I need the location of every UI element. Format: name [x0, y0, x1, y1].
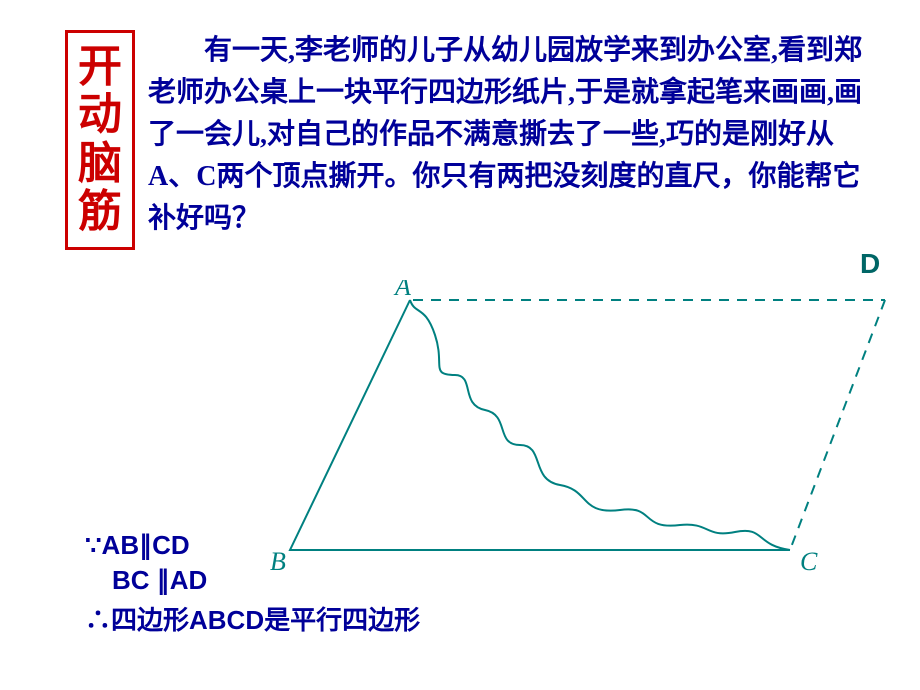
title-char-1: 开	[78, 43, 122, 91]
title-char-3: 脑	[78, 140, 122, 188]
vertex-d-label: D	[860, 248, 880, 280]
vertex-b-label: B	[270, 547, 286, 576]
vertex-c-label: C	[800, 547, 818, 576]
dashed-dc	[790, 300, 885, 550]
proof-line-2: BC ∥AD	[112, 565, 207, 596]
proof-line-3: ∴四边形ABCD是平行四边形	[85, 600, 420, 637]
title-char-4: 筋	[78, 188, 122, 236]
torn-edge	[410, 300, 790, 550]
problem-paragraph: 有一天,李老师的儿子从幼儿园放学来到办公室,看到郑老师办公桌上一块平行四边形纸片…	[148, 30, 868, 240]
title-box: 开 动 脑 筋	[65, 30, 135, 250]
parallelogram-diagram: A B C	[260, 280, 900, 580]
vertex-a-label: A	[393, 280, 411, 301]
solid-edges	[290, 300, 790, 550]
proof-line-1: ∵AB∥CD	[85, 530, 190, 561]
title-char-2: 动	[78, 91, 122, 139]
